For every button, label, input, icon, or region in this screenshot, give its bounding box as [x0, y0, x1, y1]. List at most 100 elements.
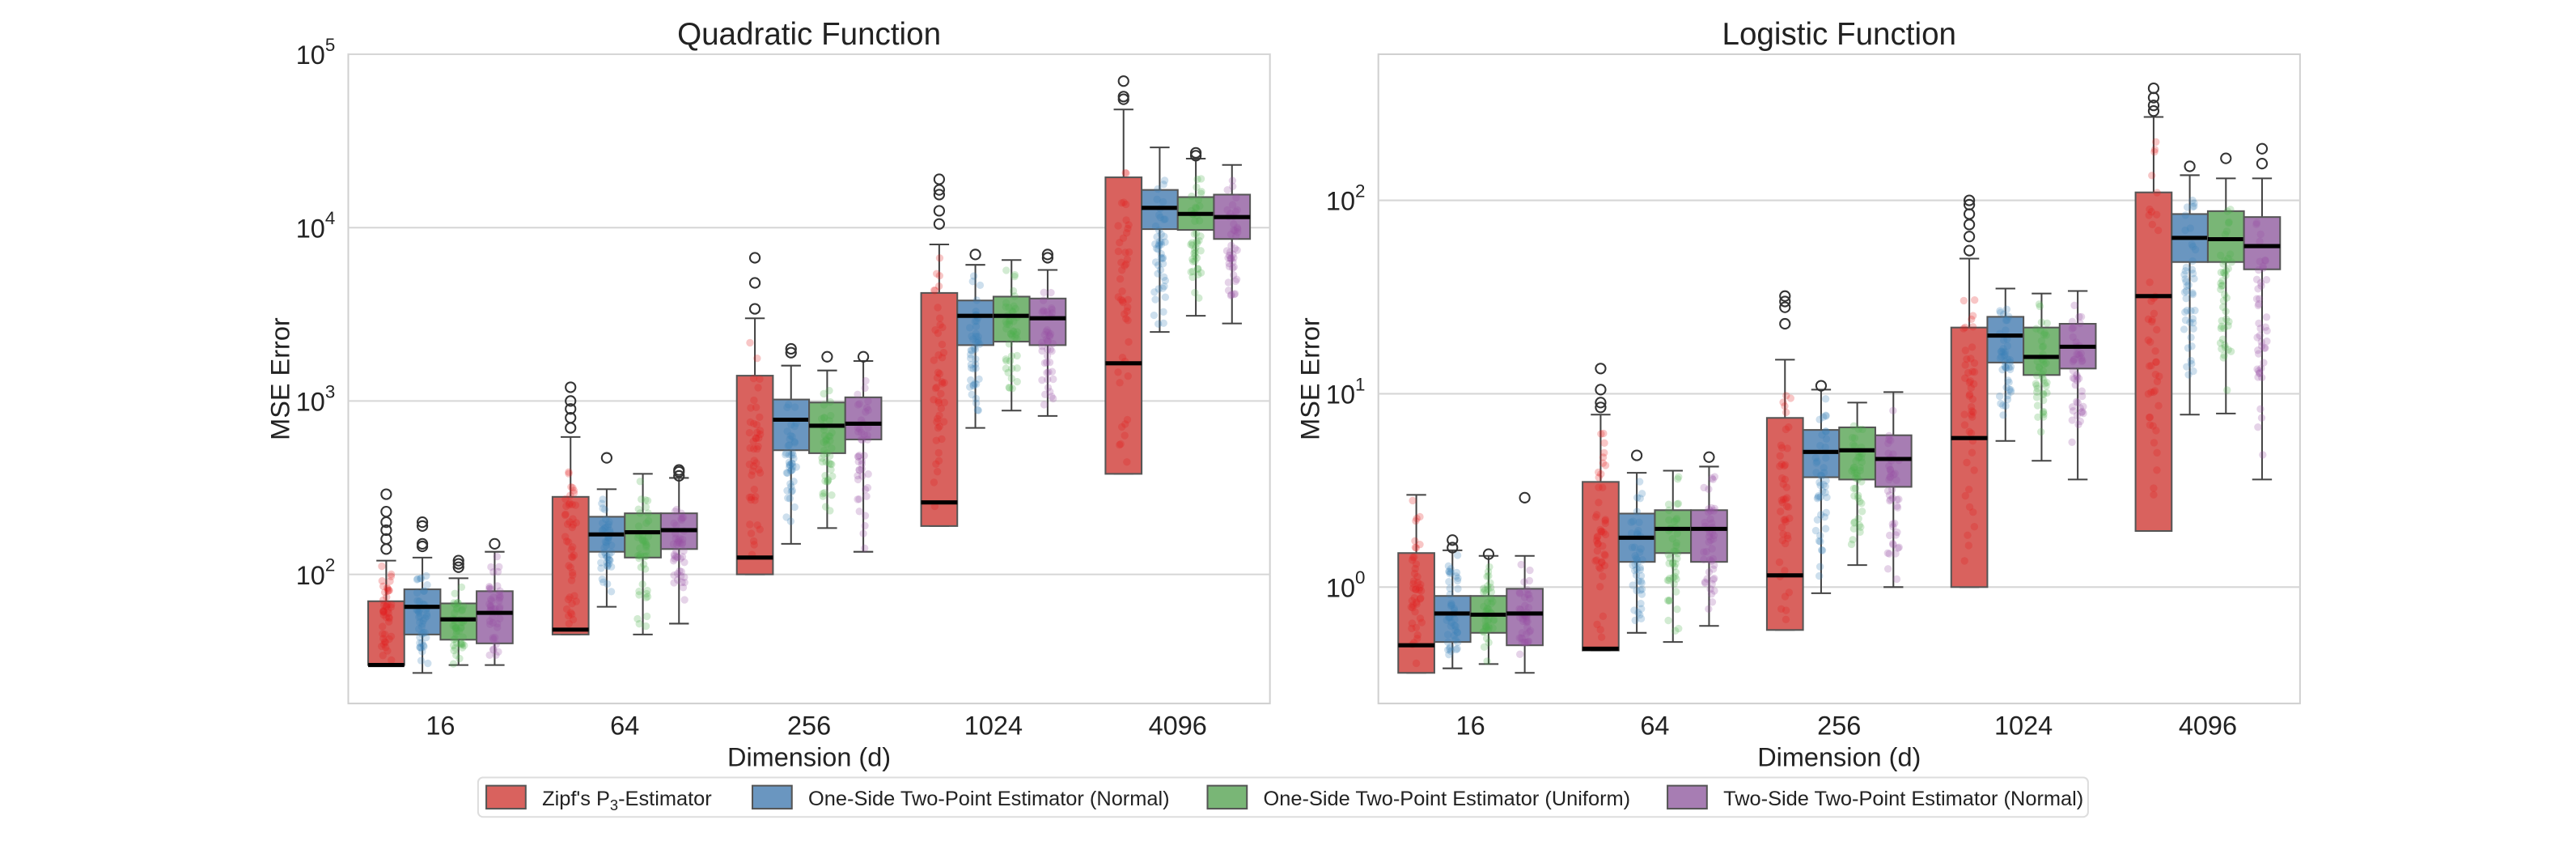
legend-label: Two-Side Two-Point Estimator (Normal): [1723, 788, 2083, 810]
jitter-point: [562, 605, 571, 614]
jitter-point: [783, 486, 791, 495]
jitter-point: [2218, 282, 2226, 291]
jitter-point: [750, 457, 758, 465]
jitter-point: [2037, 427, 2045, 436]
jitter-point: [1446, 590, 1454, 599]
jitter-point: [457, 583, 466, 592]
jitter-point: [2039, 389, 2048, 397]
jitter-point: [1005, 384, 1013, 392]
jitter-point: [1515, 605, 1523, 614]
jitter-point: [605, 518, 613, 526]
jitter-point: [826, 452, 834, 460]
jitter-point: [968, 390, 976, 399]
jitter-point: [1999, 345, 2007, 353]
jitter-point: [1044, 376, 1052, 384]
outlier: [933, 189, 946, 201]
jitter-point: [2256, 368, 2264, 377]
jitter-point: [637, 563, 645, 571]
jitter-point: [1968, 448, 1976, 457]
jitter-point: [635, 554, 643, 563]
jitter-point: [1159, 319, 1167, 327]
outlier: [380, 488, 392, 500]
jitter-point: [2222, 308, 2230, 316]
jitter-point: [2144, 336, 2152, 344]
jitter-point: [749, 462, 758, 470]
jitter-point: [569, 571, 577, 580]
jitter-point: [2220, 324, 2228, 333]
jitter-point: [1703, 575, 1711, 583]
jitter-point: [1671, 627, 1680, 635]
jitter-point: [1816, 511, 1825, 519]
jitter-point: [602, 538, 611, 546]
jitter-point: [568, 599, 576, 608]
jitter-point: [1195, 236, 1203, 244]
jitter-point: [1517, 560, 1525, 569]
jitter-point: [1849, 484, 1858, 493]
jitter-point: [2032, 380, 2040, 388]
jitter-point: [633, 533, 642, 542]
jitter-point: [2003, 395, 2012, 404]
jitter-point: [1043, 352, 1052, 360]
jitter-point: [1782, 425, 1790, 434]
jitter-point: [418, 619, 426, 628]
jitter-point: [1196, 202, 1204, 210]
jitter-point: [1010, 302, 1018, 310]
jitter-point: [1154, 245, 1163, 253]
jitter-point: [1039, 306, 1048, 315]
jitter-point: [2149, 422, 2157, 430]
jitter-point: [2039, 408, 2048, 417]
jitter-point: [1700, 548, 1708, 556]
jitter-point: [2040, 357, 2048, 365]
outlier: [748, 277, 761, 289]
jitter-point: [1853, 469, 1861, 478]
jitter-point: [1777, 441, 1786, 449]
jitter-point: [2036, 302, 2044, 311]
jitter-point: [1013, 377, 1021, 386]
jitter-point: [2071, 381, 2079, 389]
jitter-point: [968, 332, 976, 341]
jitter-point: [2257, 342, 2266, 350]
jitter-point: [1779, 480, 1787, 488]
jitter-point: [1154, 185, 1162, 193]
jitter-point: [1227, 230, 1235, 239]
jitter-point: [495, 594, 504, 602]
jitter-point: [2225, 317, 2233, 326]
jitter-point: [2035, 300, 2044, 308]
jitter-point: [966, 324, 974, 332]
box-256-1: [1802, 380, 1841, 594]
jitter-point: [1160, 176, 1169, 185]
jitter-point: [2033, 384, 2042, 393]
jitter-point: [2148, 220, 2156, 229]
jitter-point: [1670, 547, 1678, 555]
jitter-point: [1887, 469, 1896, 477]
jitter-point: [2078, 357, 2086, 366]
jitter-point: [1229, 258, 1237, 266]
jitter-point: [2150, 388, 2158, 397]
jitter-point: [642, 612, 651, 621]
jitter-point: [383, 601, 392, 609]
jitter-point: [1671, 572, 1680, 580]
jitter-point: [561, 533, 570, 541]
jitter-point: [862, 376, 870, 385]
jitter-point: [1010, 317, 1018, 325]
jitter-point: [1968, 410, 1976, 418]
jitter-point: [855, 508, 863, 516]
jitter-point: [1891, 519, 1899, 528]
jitter-point: [1849, 525, 1858, 533]
jitter-point: [1155, 240, 1163, 248]
jitter-point: [1892, 550, 1900, 558]
jitter-point: [2262, 275, 2271, 284]
jitter-point: [1627, 529, 1636, 537]
jitter-point: [1707, 590, 1716, 598]
jitter-point: [381, 638, 390, 647]
jitter-point: [1483, 657, 1491, 665]
jitter-point: [1450, 631, 1458, 640]
jitter-point: [1594, 540, 1602, 548]
jitter-point: [1043, 338, 1052, 346]
jitter-point: [1887, 436, 1895, 444]
jitter-point: [636, 550, 644, 559]
jitter-point: [1487, 599, 1495, 608]
jitter-point: [1229, 264, 1237, 272]
jitter-point: [1409, 580, 1417, 588]
